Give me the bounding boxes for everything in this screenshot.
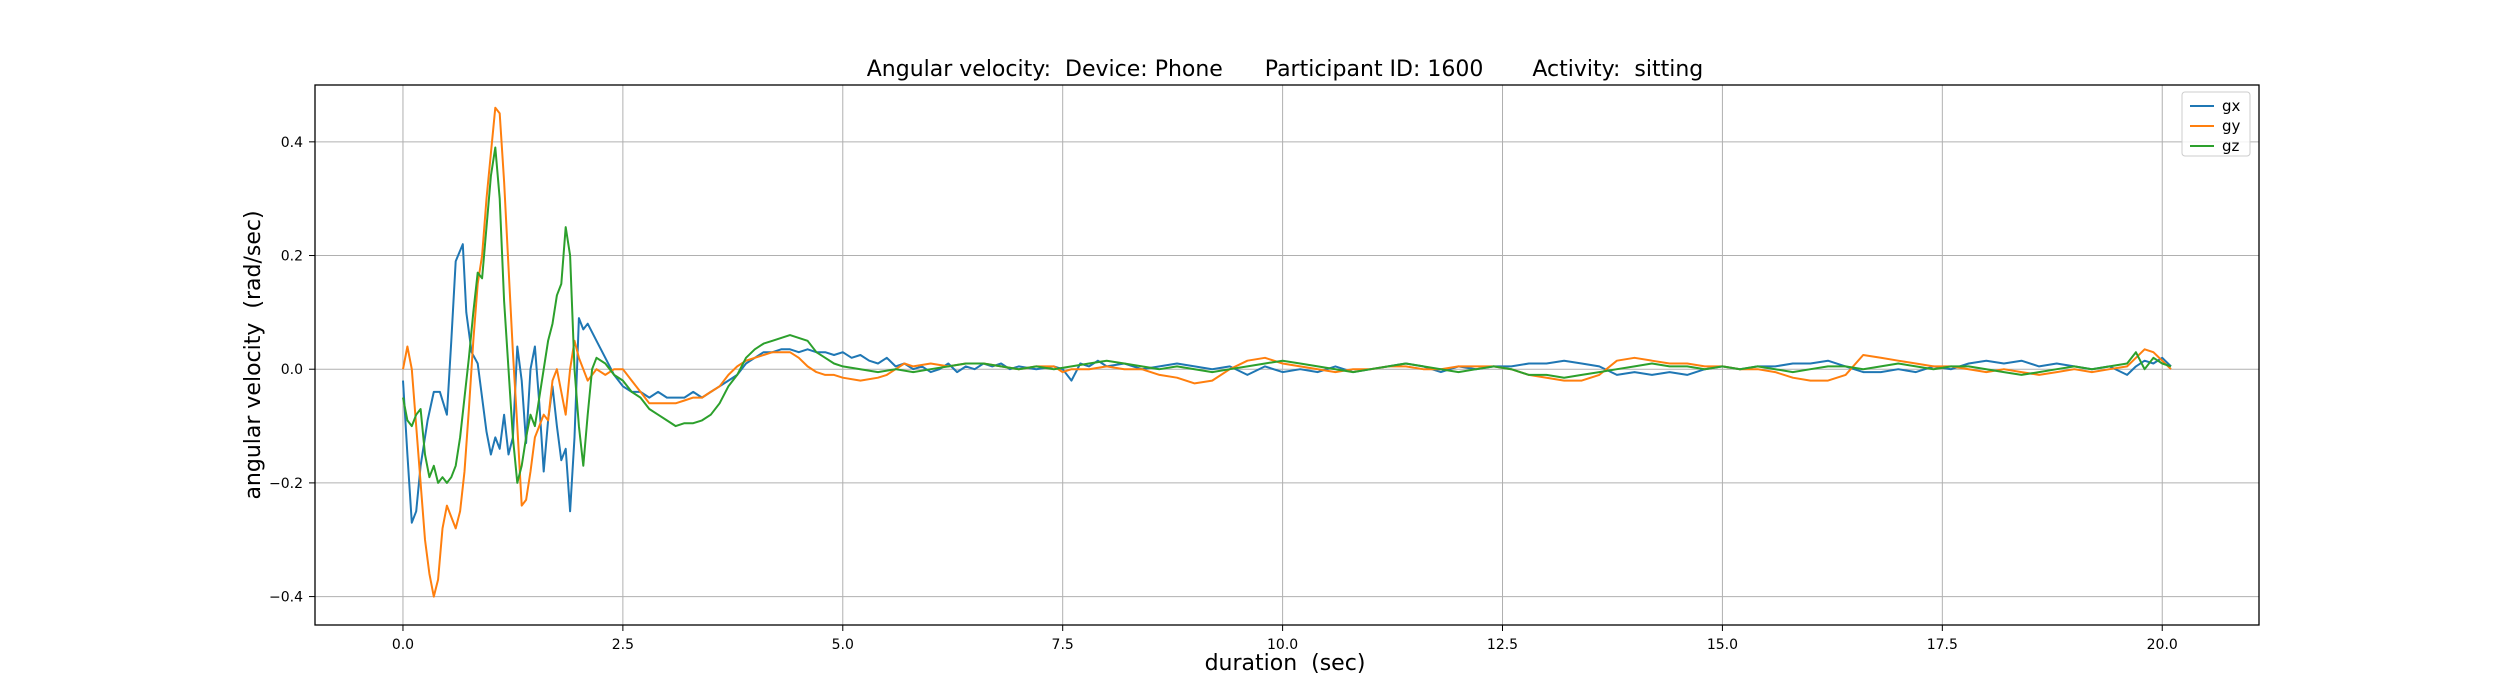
series-lines [402, 106, 2172, 598]
series-line-gy [402, 106, 2172, 598]
x-tick-label: 2.5 [612, 637, 634, 653]
x-tick-label: 17.5 [1927, 637, 1958, 653]
plot-frame [314, 84, 2260, 626]
series-line-gz [402, 146, 2172, 484]
y-tick-label: −0.4 [269, 590, 303, 606]
x-tick-label: 15.0 [1707, 637, 1738, 653]
y-tick-label: −0.2 [269, 476, 303, 492]
legend-label-gy: gy [2222, 117, 2241, 135]
y-tick-label: 0.2 [281, 249, 303, 265]
x-axis-ticks: 0.0 2.5 5.0 7.5 10.0 12.5 15.0 17.5 20.0 [392, 625, 2178, 653]
x-axis-label: duration (sec) [1205, 651, 1366, 676]
y-tick-label: 0.4 [281, 135, 303, 151]
chart-title: Angular velocity: Device: Phone Particip… [867, 57, 1704, 82]
y-axis-label: angular velocity (rad/sec) [241, 210, 266, 499]
legend-label-gx: gx [2222, 97, 2241, 115]
x-tick-label: 20.0 [2147, 637, 2178, 653]
legend-box [2181, 91, 2251, 157]
grid-lines [315, 85, 2259, 625]
x-tick-label: 7.5 [1052, 637, 1074, 653]
series-line-gx [402, 243, 2172, 524]
x-tick-label: 10.0 [1267, 637, 1298, 653]
y-tick-label: 0.0 [281, 362, 303, 378]
x-tick-label: 12.5 [1487, 637, 1518, 653]
legend: gx gy gz [2181, 91, 2251, 157]
y-axis-ticks: −0.4 −0.2 0.0 0.2 0.4 [269, 135, 315, 606]
x-tick-label: 0.0 [392, 637, 414, 653]
x-tick-label: 5.0 [832, 637, 854, 653]
legend-label-gz: gz [2222, 137, 2240, 155]
